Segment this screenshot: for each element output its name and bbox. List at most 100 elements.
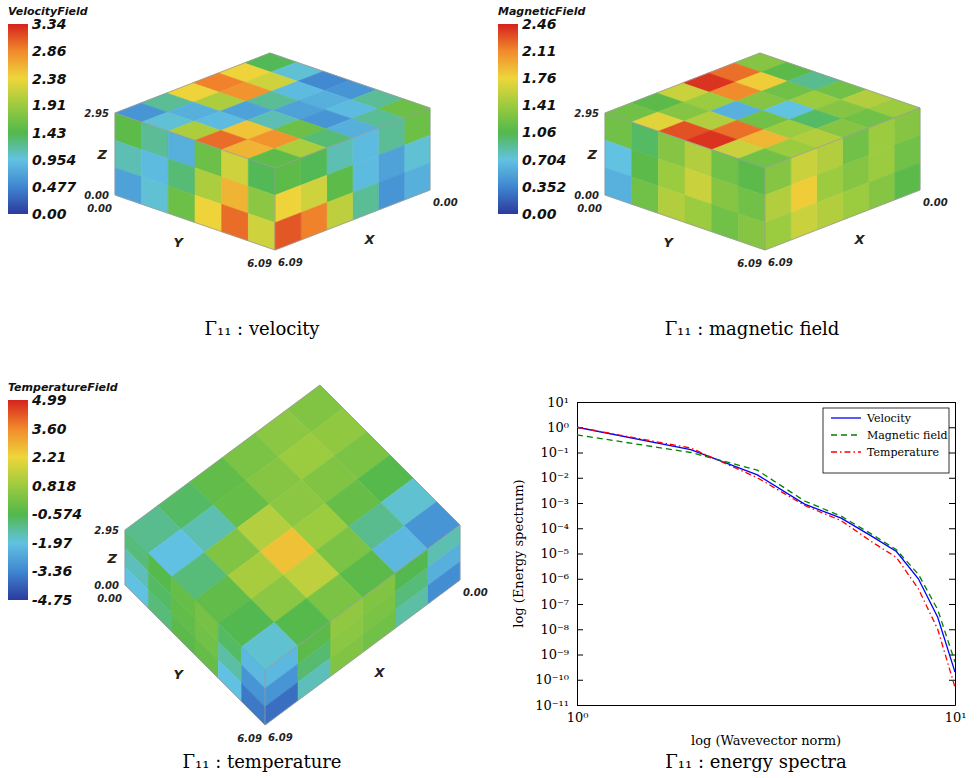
tick: 10⁻¹⁰: [535, 672, 583, 687]
z-tick-label: 2.95: [84, 108, 109, 119]
colorbar-title: TemperatureField: [8, 381, 118, 394]
tick-label: 10⁻⁴: [540, 521, 569, 536]
y-tick-label: 0.00: [577, 203, 602, 214]
field-cell: [142, 177, 169, 214]
tick: [949, 579, 955, 580]
box-edge: [125, 530, 126, 585]
colorbar-tick-label: 1.41: [522, 97, 557, 113]
x-tick-label: 6.09: [268, 732, 293, 743]
y-tick-label: 6.09: [247, 258, 272, 269]
box-edge: [320, 385, 460, 525]
box-edge: [275, 168, 276, 250]
tick: 10⁻⁴: [540, 521, 583, 536]
colorbar-tick-label: 1.06: [522, 124, 557, 140]
colorbar-tick-label: 1.91: [32, 97, 67, 113]
volume-faces: [605, 53, 920, 250]
colorbar-tick-label: 2.46: [522, 16, 557, 32]
field-cell: [115, 168, 142, 205]
tick: [949, 503, 955, 504]
colorbar-tick-label: 1.43: [32, 125, 67, 141]
box-edge: [125, 530, 265, 670]
tick: [949, 629, 955, 630]
colorbar-tick-label: 3.34: [32, 16, 67, 32]
tick-mark: [949, 402, 955, 403]
tick-mark: [949, 604, 955, 605]
tick: 10⁻⁵: [540, 546, 583, 561]
legend-label: Temperature: [867, 446, 939, 459]
colorbar-tick-label: 2.11: [522, 43, 557, 59]
box-edge: [265, 525, 460, 670]
tick-mark: [577, 528, 583, 529]
z-tick-label: 2.95: [574, 108, 599, 119]
tick: [949, 604, 955, 605]
y-axis-title: log (Energy spectrum): [511, 479, 526, 627]
colorbar-tick-label: 0.704: [522, 152, 566, 168]
field-cell: [298, 658, 331, 701]
box-edge: [605, 53, 760, 113]
field-cell: [378, 173, 404, 210]
field-cell: [195, 637, 218, 679]
box-edge: [115, 195, 275, 250]
colorbar-tick-label: 0.00: [522, 206, 557, 222]
x-axis-top: [578, 402, 956, 408]
tick: 10⁻⁶: [540, 571, 583, 586]
tick-label: 10⁻¹: [540, 445, 569, 460]
field-cell: [330, 634, 363, 677]
figure: 0.000.4770.9541.431.912.382.863.34Veloci…: [0, 0, 979, 778]
tick: [949, 427, 955, 428]
y-tick-label: 0.00: [97, 593, 122, 604]
colorbar-tick-label: -3.36: [32, 563, 73, 579]
y-tick-label: 0.00: [87, 203, 112, 214]
legend-swatch: [831, 417, 861, 418]
colorbar-tick-label: -4.75: [32, 592, 73, 608]
tick: 10⁻³: [540, 496, 583, 511]
tick-label: 10⁰: [547, 420, 569, 435]
field-cell: [791, 203, 817, 240]
tick-label: 10⁻²: [540, 470, 569, 485]
tick-label: 10⁻⁶: [540, 571, 569, 586]
colorbar: [8, 24, 28, 214]
volume-panel: 0.000.4770.9541.431.912.382.863.34Veloci…: [8, 5, 458, 339]
z-tick-label: 0.00: [94, 580, 119, 591]
z-tick-label: 2.95: [94, 525, 119, 536]
tick-label: 10¹: [945, 710, 967, 725]
tick-label: 10⁻⁷: [540, 597, 569, 612]
box-edge: [270, 53, 430, 108]
box-edge: [125, 385, 320, 530]
tick: 10⁻²: [540, 470, 583, 485]
field-cell: [843, 183, 869, 220]
tick-mark: [577, 604, 583, 605]
tick: 10¹: [547, 395, 583, 410]
colorbar: [498, 24, 518, 214]
colorbar-tick-label: 0.477: [32, 179, 77, 195]
legend-swatch: [831, 451, 861, 452]
colorbar-tick-label: 0.818: [32, 478, 77, 494]
box-edge: [765, 108, 920, 168]
x-axis-line: [578, 705, 956, 706]
x-tick-label: 6.09: [278, 257, 303, 268]
tick-mark: [577, 402, 583, 403]
tick-mark: [577, 579, 583, 580]
field-cell: [327, 193, 353, 230]
colorbar-tick-label: -0.574: [32, 506, 82, 522]
y-axis: 10¹10⁰10⁻¹10⁻²10⁻³10⁻⁴10⁻⁵10⁻⁶10⁻⁷10⁻⁸10…: [535, 395, 583, 713]
tick-mark: [949, 503, 955, 504]
field-cell: [404, 163, 430, 200]
y-tick-label: 6.09: [737, 258, 762, 269]
field-cell: [172, 613, 195, 655]
field-cell: [395, 586, 428, 629]
z-axis-title: Z: [587, 147, 598, 162]
tick-mark: [577, 503, 583, 504]
field-cell: [222, 204, 249, 241]
box-edge: [275, 190, 430, 250]
z-axis-title: Z: [97, 147, 108, 162]
box-edge: [605, 113, 606, 195]
colorbar-title: VelocityField: [8, 5, 88, 18]
colorbar-tick-label: -1.97: [32, 535, 73, 551]
field-cell: [712, 204, 739, 241]
field-cell: [632, 177, 659, 214]
field-cell: [738, 214, 765, 251]
field-cell: [248, 214, 275, 251]
caption: Γ₁₁ : energy spectra: [665, 751, 847, 772]
tick-label: 10⁻¹⁰: [535, 672, 569, 687]
